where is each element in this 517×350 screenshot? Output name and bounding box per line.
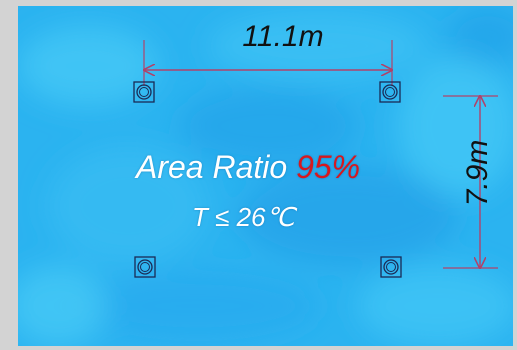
air-outlet-icon	[380, 256, 402, 278]
temperature-field-plot: 11.1m 7.9m Area Ratio 95% T ≤ 26℃	[18, 6, 513, 346]
temperature-field-svg	[18, 6, 513, 346]
area-ratio-label: Area Ratio	[136, 149, 288, 185]
air-outlet-icon	[379, 81, 401, 103]
temperature-condition: T ≤ 26℃	[192, 202, 295, 232]
depth-dimension-label: 7.9m	[461, 139, 494, 207]
air-outlet-icon	[133, 81, 155, 103]
field-variation	[18, 6, 513, 346]
air-outlet-icon	[134, 256, 156, 278]
width-dimension-label: 11.1m	[242, 20, 324, 53]
area-ratio-line: Area Ratio 95%	[136, 149, 436, 186]
area-ratio-value: 95%	[296, 149, 361, 185]
